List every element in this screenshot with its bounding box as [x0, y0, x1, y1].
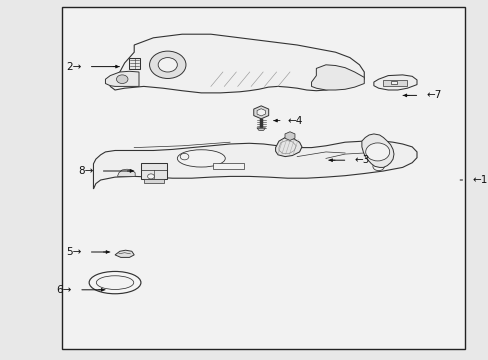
Polygon shape [253, 106, 268, 119]
Polygon shape [361, 134, 393, 167]
Circle shape [147, 174, 154, 179]
Text: ←3: ←3 [354, 155, 369, 165]
Ellipse shape [89, 271, 141, 294]
Ellipse shape [96, 276, 133, 289]
Polygon shape [129, 58, 140, 69]
Polygon shape [143, 179, 164, 183]
Polygon shape [105, 71, 139, 86]
Circle shape [158, 58, 177, 72]
Circle shape [372, 162, 384, 171]
Polygon shape [275, 138, 302, 157]
Polygon shape [311, 65, 364, 90]
Polygon shape [115, 250, 134, 257]
Text: 2→: 2→ [66, 62, 81, 72]
Polygon shape [383, 80, 407, 86]
Polygon shape [390, 81, 396, 84]
Text: 5→: 5→ [66, 247, 81, 257]
Text: 6→: 6→ [57, 285, 72, 295]
Polygon shape [117, 169, 135, 176]
Polygon shape [141, 163, 166, 179]
Polygon shape [93, 141, 416, 189]
Circle shape [149, 51, 185, 78]
Bar [62, 7, 464, 349]
Text: 8→: 8→ [78, 166, 93, 176]
Circle shape [180, 153, 188, 160]
Circle shape [116, 75, 128, 84]
Polygon shape [257, 109, 265, 116]
Polygon shape [256, 128, 265, 130]
Polygon shape [285, 132, 294, 140]
Polygon shape [213, 163, 244, 169]
Text: ←7: ←7 [426, 90, 441, 100]
Text: ←1: ←1 [471, 175, 487, 185]
Polygon shape [373, 75, 416, 90]
Text: ←4: ←4 [287, 116, 303, 126]
Circle shape [365, 143, 389, 161]
Ellipse shape [177, 150, 225, 167]
Polygon shape [110, 34, 364, 93]
